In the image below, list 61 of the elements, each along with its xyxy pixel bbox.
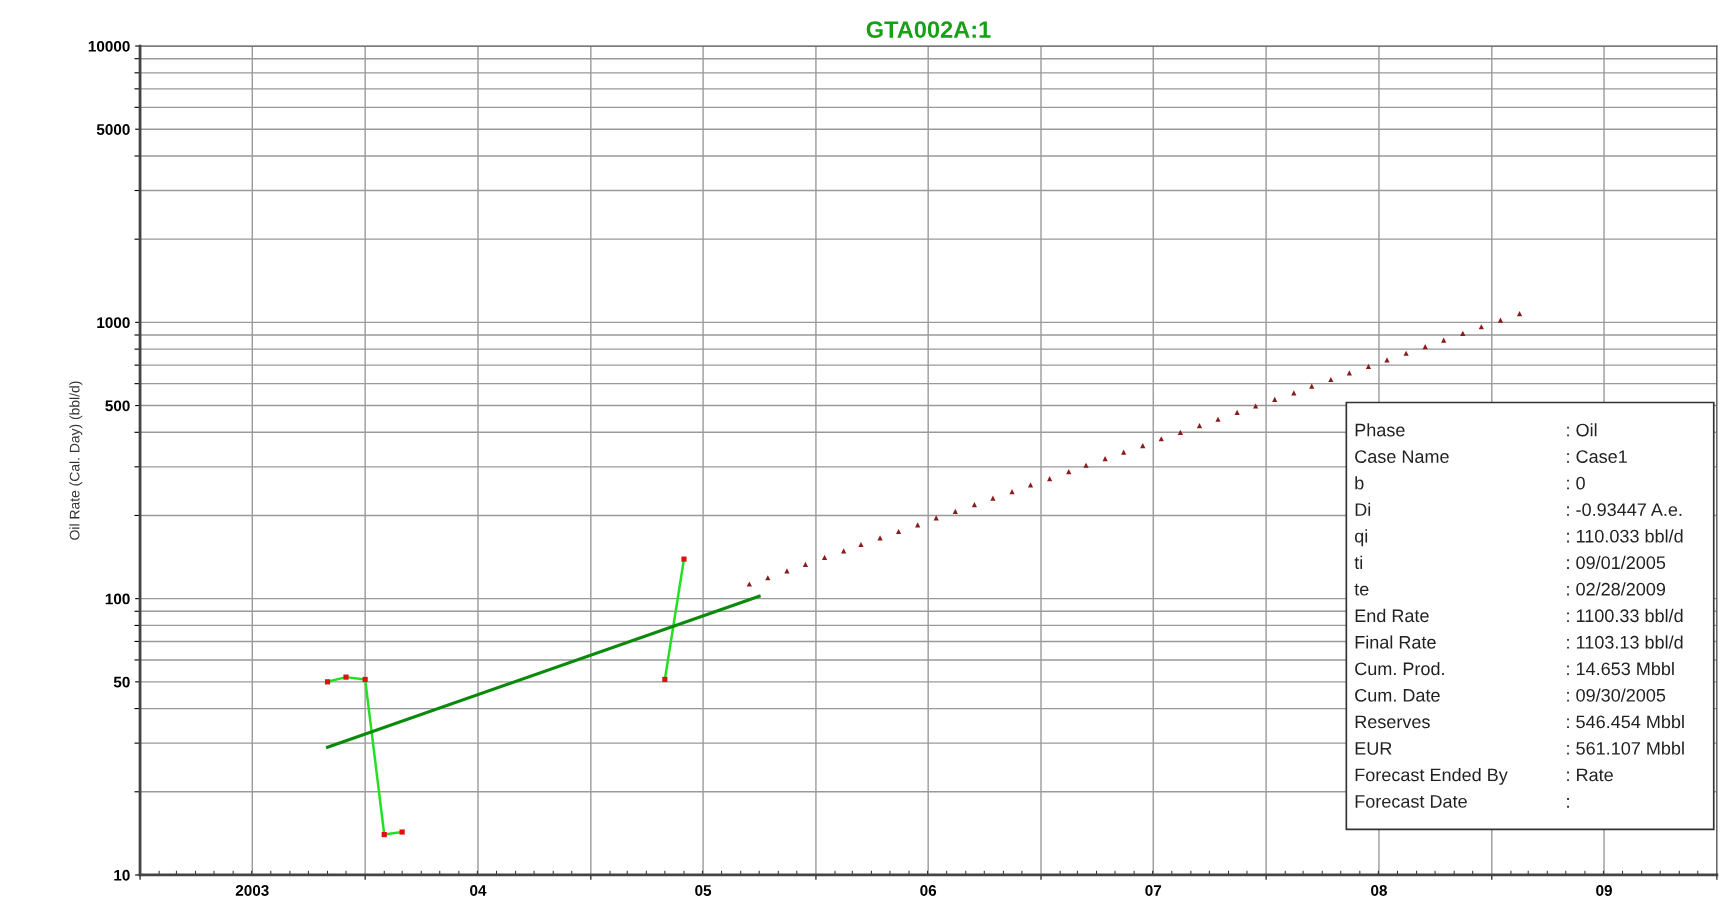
point: [362, 676, 368, 683]
text: Cum. Date : 09/30/2005: [1355, 688, 1666, 702]
x-tick-label: 04: [470, 885, 487, 896]
text: b : 0: [1355, 476, 1585, 490]
y-tick-label: 500: [105, 400, 130, 412]
text: Di : -0.93447 A.e.: [1355, 502, 1682, 517]
point: [681, 556, 687, 562]
text: Final Rate : 1103.13 bbl/d: [1355, 635, 1683, 649]
x-tick-label: 06: [920, 885, 937, 896]
point: [381, 831, 387, 838]
point: [1177, 429, 1183, 435]
y-tick-label: 50: [113, 676, 130, 688]
y-tick-label: 10000: [88, 40, 130, 52]
point: [1309, 383, 1315, 389]
point: [895, 528, 902, 535]
point: [1346, 370, 1352, 376]
chart-title: GTA002A:1: [866, 21, 991, 38]
point: [1516, 311, 1523, 317]
point: [1047, 475, 1053, 482]
point: [1196, 422, 1203, 429]
text: te : 02/28/2009: [1354, 582, 1666, 596]
text: EUR : 561.107 Mbbl: [1355, 741, 1684, 755]
point: [1441, 337, 1447, 343]
point: [1121, 449, 1127, 455]
point: [952, 508, 958, 514]
y-axis-title: Oil Rate (Cal. Day) (bbl/d): [69, 381, 83, 540]
text: Forecast Ended By : Rate: [1355, 768, 1613, 785]
point: [1253, 403, 1259, 409]
point: [1027, 482, 1034, 488]
text: Phase : Oil: [1355, 423, 1597, 437]
point: [343, 674, 349, 680]
point: [1460, 330, 1466, 336]
point: [399, 829, 405, 835]
point: [971, 501, 978, 508]
point: [324, 679, 331, 685]
point: [1272, 396, 1278, 403]
x-tick-label: 09: [1596, 885, 1612, 896]
point: [662, 676, 668, 683]
text: qi : 110.033 bbl/d: [1354, 529, 1683, 547]
text: Cum. Prod. : 14.653 Mbbl: [1355, 661, 1674, 676]
point: [821, 554, 828, 561]
text: Reserves : 546.454 Mbbl: [1355, 714, 1684, 729]
y-tick-label: 100: [105, 593, 130, 605]
point: [1403, 350, 1409, 356]
text: End Rate : 1100.33 bbl/d: [1355, 608, 1683, 623]
x-tick-label: 07: [1145, 885, 1162, 896]
y-tick-label: 10: [114, 869, 130, 881]
point: [990, 495, 996, 501]
text: Forecast Date :: [1355, 795, 1569, 808]
x-tick-label: 08: [1371, 885, 1387, 896]
point: [802, 561, 809, 568]
text: ti : 09/01/2005: [1354, 555, 1666, 570]
point: [784, 568, 790, 574]
y-tick-label: 1000: [97, 317, 130, 329]
point: [1365, 363, 1372, 369]
point: [1497, 317, 1504, 323]
x-tick-label: 05: [695, 885, 712, 896]
point: [746, 581, 752, 587]
x-tick-label: 2003: [235, 885, 269, 896]
text: Case Name : Case1: [1355, 450, 1627, 463]
y-tick-label: 5000: [96, 124, 130, 135]
